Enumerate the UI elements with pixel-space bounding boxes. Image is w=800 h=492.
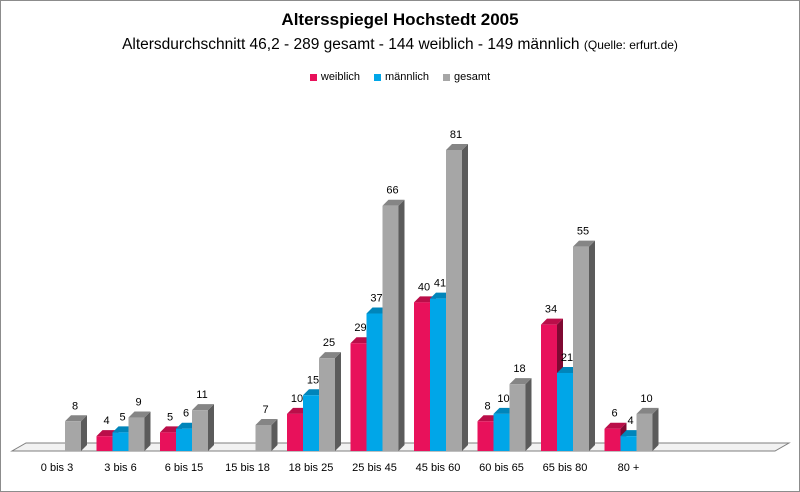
category-label-15-bis-18: 15 bis 18: [225, 462, 270, 474]
category-label-0-bis-3: 0 bis 3: [41, 462, 73, 474]
bar-top-25-bis-45-gesamt: [382, 199, 405, 206]
data-label-45-bis-60-weiblich: 40: [418, 281, 430, 293]
data-label-45-bis-60-gesamt: 81: [450, 129, 462, 141]
legend-label-gesamt: gesamt: [454, 71, 491, 83]
bar-80--gesamt: [636, 413, 653, 451]
bar-3-bis-6-weiblich: [96, 436, 113, 451]
legend-item-maennlich: männlich: [374, 71, 429, 83]
bar-65-bis-80-gesamt: [573, 246, 589, 451]
bar-top-3-bis-6-gesamt: [128, 411, 151, 418]
bar-side-45-bis-60-gesamt: [462, 144, 468, 451]
bar-80--maennlich: [620, 436, 637, 451]
data-label-45-bis-60-maennlich: 41: [434, 278, 446, 290]
data-label-18-bis-25-weiblich: 10: [291, 393, 303, 405]
bar-60-bis-65-weiblich: [477, 421, 494, 451]
bar-80--weiblich: [604, 428, 621, 451]
bar-18-bis-25-maennlich: [303, 395, 319, 451]
subtitle-text: Altersdurchschnitt 46,2 - 289 gesamt - 1…: [122, 36, 580, 53]
legend-label-maennlich: männlich: [385, 71, 430, 83]
bar-60-bis-65-maennlich: [493, 413, 510, 451]
bar-18-bis-25-weiblich: [287, 413, 303, 451]
bar-top-6-bis-15-gesamt: [192, 404, 214, 411]
data-label-80--gesamt: 10: [640, 393, 652, 405]
bar-25-bis-45-weiblich: [350, 343, 367, 451]
data-label-6-bis-15-weiblich: 5: [167, 411, 173, 423]
data-label-80--weiblich: 6: [611, 408, 617, 420]
category-label-3-bis-6: 3 bis 6: [104, 462, 136, 474]
bar-60-bis-65-gesamt: [509, 384, 526, 451]
category-label-6-bis-15: 6 bis 15: [165, 462, 204, 474]
data-label-6-bis-15-maennlich: 6: [183, 408, 189, 420]
legend-item-gesamt: gesamt: [443, 71, 490, 83]
data-label-25-bis-45-weiblich: 29: [354, 322, 366, 334]
bar-side-25-bis-45-gesamt: [398, 199, 405, 451]
bar-side-18-bis-25-gesamt: [335, 352, 341, 451]
data-label-60-bis-65-maennlich: 10: [497, 393, 509, 405]
bar-side-65-bis-80-gesamt: [589, 240, 595, 451]
category-label-65-bis-80: 65 bis 80: [543, 462, 588, 474]
data-label-3-bis-6-gesamt: 9: [135, 397, 141, 409]
bar-6-bis-15-gesamt: [192, 410, 208, 451]
data-label-15-bis-18-gesamt: 7: [262, 404, 268, 416]
bar-6-bis-15-weiblich: [160, 432, 176, 451]
data-label-3-bis-6-maennlich: 5: [119, 411, 125, 423]
bar-3-bis-6-maennlich: [112, 432, 129, 451]
bar-45-bis-60-maennlich: [430, 298, 446, 451]
bar-25-bis-45-gesamt: [382, 205, 399, 451]
legend: weiblich männlich gesamt: [0, 71, 800, 83]
bar-top-60-bis-65-gesamt: [509, 378, 532, 385]
data-label-25-bis-45-maennlich: 37: [370, 293, 382, 305]
data-label-80--maennlich: 4: [627, 415, 633, 427]
bar-side-3-bis-6-gesamt: [144, 411, 151, 451]
data-label-18-bis-25-gesamt: 25: [323, 337, 335, 349]
bar-side-6-bis-15-gesamt: [208, 404, 214, 451]
data-label-25-bis-45-gesamt: 66: [386, 185, 398, 197]
bar-top-45-bis-60-gesamt: [446, 144, 468, 150]
chart-title: Altersspiegel Hochstedt 2005: [281, 10, 519, 29]
bar-side-0-bis-3-gesamt: [81, 415, 87, 451]
data-label-18-bis-25-maennlich: 15: [307, 374, 319, 386]
bar-side-60-bis-65-gesamt: [525, 378, 532, 451]
bar-65-bis-80-maennlich: [557, 372, 573, 451]
bar-side-80--gesamt: [652, 407, 659, 451]
data-label-3-bis-6-weiblich: 4: [103, 415, 109, 427]
bar-6-bis-15-maennlich: [176, 428, 192, 451]
category-label-45-bis-60: 45 bis 60: [416, 462, 461, 474]
bar-top-65-bis-80-gesamt: [573, 240, 595, 247]
bar-top-80--weiblich: [604, 422, 627, 429]
category-label-80-: 80 +: [618, 462, 640, 474]
data-label-65-bis-80-maennlich: 21: [561, 352, 573, 364]
bar-45-bis-60-weiblich: [414, 302, 430, 451]
bar-side-15-bis-18-gesamt: [271, 418, 278, 451]
category-label-18-bis-25: 18 bis 25: [289, 462, 334, 474]
legend-swatch-gesamt: [443, 73, 451, 81]
bar-top-65-bis-80-weiblich: [541, 318, 563, 325]
legend-swatch-maennlich: [374, 73, 382, 81]
bar-15-bis-18-gesamt: [255, 424, 272, 451]
chart-subtitle: Altersdurchschnitt 46,2 - 289 gesamt - 1…: [0, 36, 800, 54]
data-label-65-bis-80-gesamt: 55: [577, 226, 589, 238]
bar-18-bis-25-gesamt: [319, 358, 335, 451]
bar-top-15-bis-18-gesamt: [255, 418, 278, 425]
category-label-60-bis-65: 60 bis 65: [479, 462, 524, 474]
bar-25-bis-45-maennlich: [366, 313, 383, 451]
bar-0-bis-3-gesamt: [65, 421, 81, 451]
legend-label-weiblich: weiblich: [320, 71, 361, 83]
bar-3-bis-6-gesamt: [128, 417, 145, 451]
data-label-6-bis-15-gesamt: 11: [196, 389, 207, 401]
bar-45-bis-60-gesamt: [446, 150, 462, 451]
legend-swatch-weiblich: [309, 73, 317, 81]
category-label-25-bis-45: 25 bis 45: [352, 462, 397, 474]
bar-top-0-bis-3-gesamt: [65, 415, 87, 422]
data-label-65-bis-80-weiblich: 34: [545, 304, 557, 316]
bar-top-80--gesamt: [636, 407, 659, 414]
source-note: (Quelle: erfurt.de): [583, 38, 678, 52]
legend-item-weiblich: weiblich: [309, 71, 361, 83]
data-label-60-bis-65-weiblich: 8: [484, 400, 490, 412]
bar-top-18-bis-25-gesamt: [319, 352, 341, 359]
data-label-60-bis-65-gesamt: 18: [513, 363, 525, 375]
data-label-0-bis-3-gesamt: 8: [72, 400, 78, 412]
bar-65-bis-80-weiblich: [541, 324, 557, 451]
